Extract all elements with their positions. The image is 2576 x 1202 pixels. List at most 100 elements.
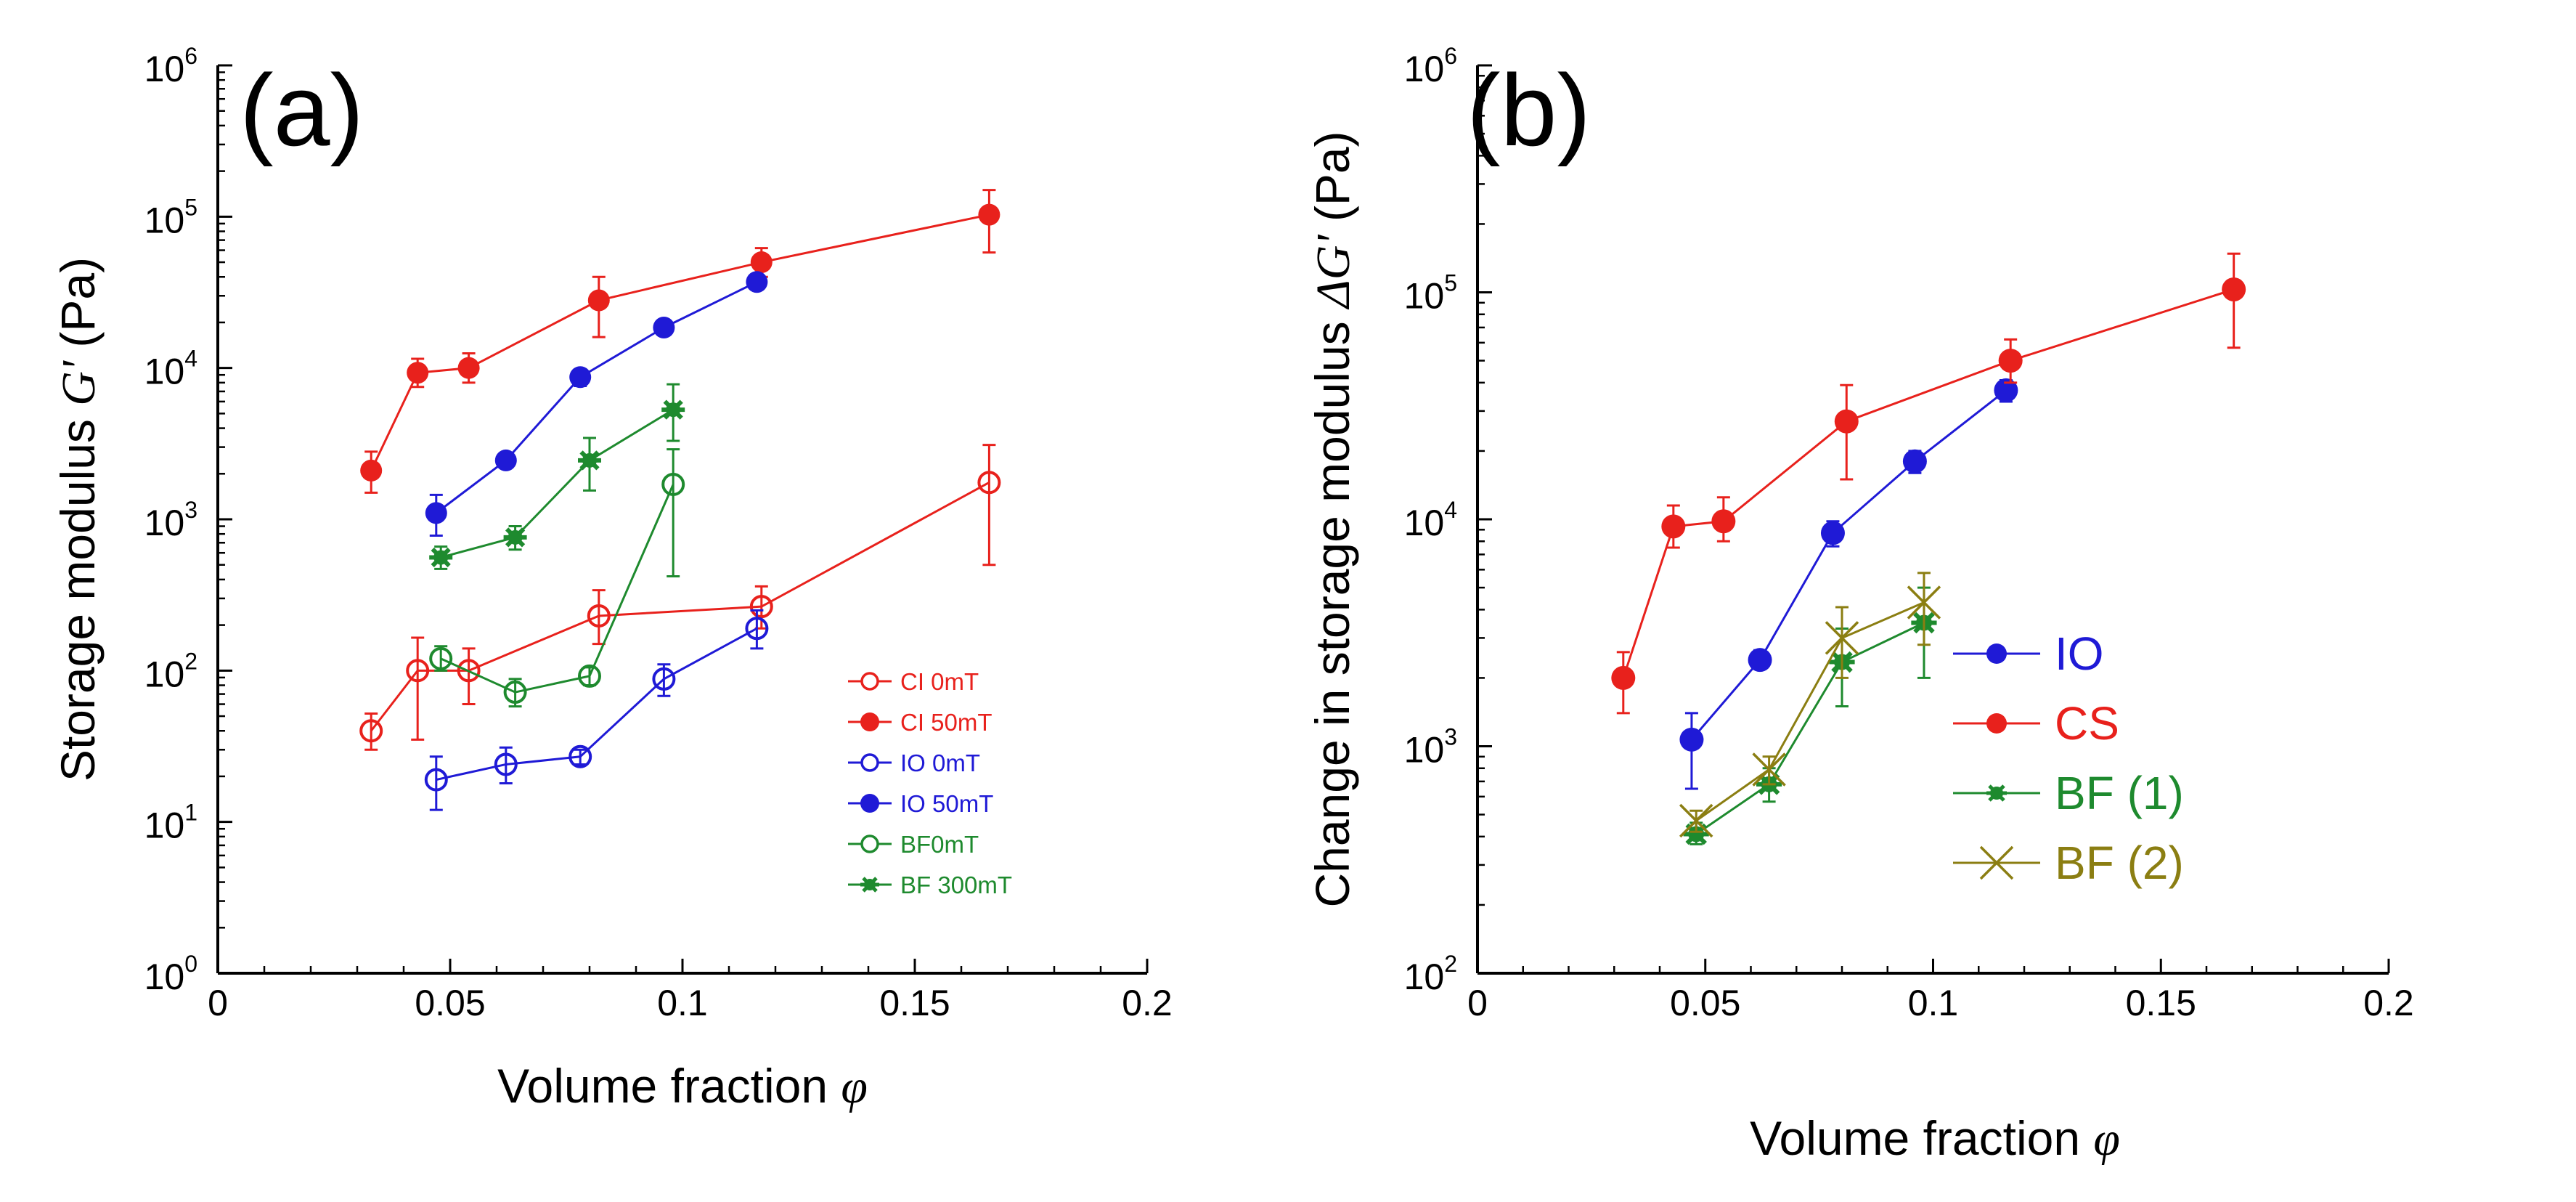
data-point (1820, 521, 1845, 545)
data-point (1994, 378, 2018, 402)
data-point (429, 547, 453, 568)
error-bar (429, 755, 443, 811)
panel-a-x-ticks (216, 959, 1149, 973)
legend-label: CS (2055, 697, 2119, 750)
data-point (1825, 621, 1859, 655)
data-point (653, 317, 675, 339)
series-line (1690, 389, 2007, 741)
data-point (424, 768, 448, 792)
data-point (652, 667, 676, 691)
data-point (661, 399, 685, 420)
series-bf-2 (1679, 572, 1941, 838)
data-point (750, 251, 773, 274)
data-point (406, 659, 430, 683)
panel-b-x-tick-labels: 0 0.05 0.1 0.15 0.2 (1467, 983, 2414, 1023)
legend-entry-io-0mt: IO 0mT (848, 750, 980, 776)
legend-marker-filled-circle (860, 794, 879, 813)
error-bar (1917, 572, 1931, 646)
panel-a-y-axis-title: Storage modulus G' (Pa) (51, 257, 105, 781)
panel-b-x-ticks (1476, 959, 2390, 973)
legend-entry-ci-50mt: CI 50mT (848, 709, 993, 736)
data-point (746, 271, 768, 293)
data-point (494, 449, 517, 471)
data-point (1748, 648, 1772, 673)
panel-b-axes (1476, 65, 2389, 975)
series-io (1679, 378, 2018, 790)
y-tick-label: 100 (144, 951, 197, 997)
data-point (587, 604, 611, 628)
legend-entry-io: IO (1953, 628, 2104, 680)
x-tick-label: 0.1 (1908, 983, 1959, 1023)
data-point (360, 459, 383, 482)
panel-b-series (1611, 252, 2246, 845)
legend-entry-bf-0mt: BF0mT (848, 831, 979, 858)
panel-b-y-ticks (1477, 64, 1492, 975)
legend-entry-bf-1: BF (1) (1953, 767, 2184, 819)
y-tick-label: 104 (1404, 497, 1457, 543)
panel-a-legend: CI 0mT CI 50mT IO 0mT IO 50mT BF0mT (848, 668, 1012, 898)
series-line (435, 280, 758, 514)
x-tick-label: 0.2 (2363, 983, 2414, 1023)
series-line (440, 484, 674, 694)
panel-a-axes (216, 65, 1147, 975)
series-bf-1 (1683, 586, 1937, 845)
y-tick-label: 103 (144, 497, 197, 543)
legend-label: BF (2) (2055, 837, 2184, 889)
data-point (1679, 803, 1713, 838)
x-tick-label: 0.05 (415, 983, 485, 1023)
panel-a: (a) 100 101 102 103 104 105 106 0 0.05 0.1 0.15 0.… (51, 43, 1173, 1113)
data-point (2222, 277, 2246, 301)
legend-label: IO 50mT (900, 790, 993, 817)
legend-marker-cross (1979, 845, 2014, 880)
data-point (407, 362, 429, 384)
data-point (1998, 349, 2023, 373)
data-point (1907, 585, 1941, 620)
data-point (494, 752, 518, 776)
legend-label: BF0mT (900, 831, 979, 858)
data-point (661, 472, 685, 496)
legend-label: CI 50mT (900, 709, 993, 736)
series-line (1622, 288, 2235, 678)
legend-label: IO (2055, 628, 2104, 680)
error-bar (434, 645, 448, 672)
error-bar (1835, 606, 1849, 679)
legend-entry-cs: CS (1953, 697, 2119, 750)
x-tick-label: 0.15 (879, 983, 950, 1023)
panel-a-y-ticks (218, 64, 232, 975)
legend-marker-filled-circle (1986, 643, 2007, 664)
series-cs (1611, 252, 2246, 715)
x-tick-label: 0.15 (2126, 983, 2196, 1023)
legend-marker-filled-star (1986, 784, 2007, 802)
legend-marker-filled-star (860, 877, 879, 893)
legend-label: BF (1) (2055, 767, 2184, 819)
legend-marker-open-circle (860, 672, 879, 691)
panel-a-y-tick-labels: 100 101 102 103 104 105 106 (144, 43, 197, 997)
series-io-0mt (424, 609, 769, 811)
error-bar (462, 647, 476, 706)
legend-entry-ci-0mt: CI 0mT (848, 668, 979, 695)
series-ci-0mt (359, 444, 1001, 751)
panel-b-label: (b) (1467, 53, 1591, 167)
panel-a-label: (a) (240, 53, 364, 167)
y-tick-label: 105 (144, 194, 197, 240)
legend-label: BF 300mT (900, 872, 1012, 898)
legend-marker-open-circle (860, 753, 879, 772)
data-point (569, 366, 592, 389)
y-tick-label: 102 (144, 648, 197, 694)
data-point (1711, 509, 1736, 534)
data-point (1679, 727, 1704, 752)
series-line (1695, 601, 1925, 822)
data-point (977, 471, 1001, 495)
legend-label: IO 0mT (900, 750, 980, 776)
data-point (425, 502, 447, 524)
y-tick-label: 102 (1404, 951, 1457, 997)
x-tick-label: 0.05 (1670, 983, 1740, 1023)
series-ci-50mt (360, 189, 1000, 494)
data-point (1834, 409, 1859, 434)
panel-a-series (359, 189, 1001, 811)
series-bf0mt (429, 448, 685, 708)
y-tick-label: 103 (1404, 724, 1457, 771)
data-point (457, 357, 480, 379)
